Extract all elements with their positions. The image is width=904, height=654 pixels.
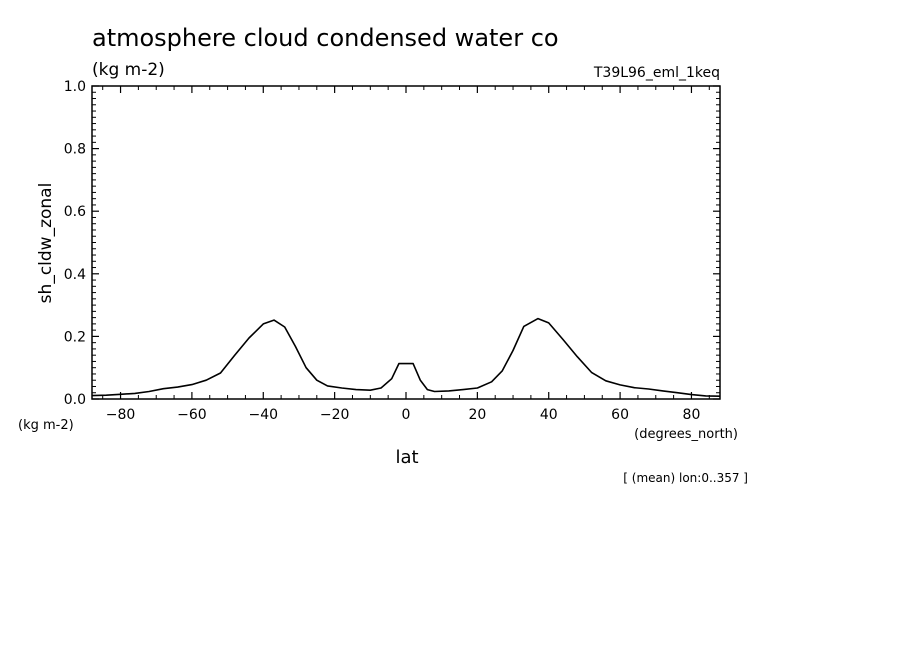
series-line-sh-cldw-zonal xyxy=(91,317,721,397)
x-axis-units: (degrees_north) xyxy=(634,427,738,442)
x-tick-label: −60 xyxy=(177,407,207,423)
tick-labels: −80 −60 −40 −20 0 20 40 60 80 0.0 0.2 0.4 0.6 0.8 1.0 xyxy=(64,79,701,423)
title-units: (kg m-2) xyxy=(92,60,165,80)
x-tick-label: −40 xyxy=(248,407,278,423)
chart-title: atmosphere cloud condensed water co xyxy=(92,24,559,52)
x-tick-label: 40 xyxy=(540,407,558,423)
y-tick-label: 0.0 xyxy=(64,392,86,408)
axis-ticks xyxy=(92,85,720,400)
x-tick-label: −20 xyxy=(320,407,350,423)
plot-frame xyxy=(91,85,721,400)
x-tick-label: −80 xyxy=(106,407,136,423)
y-axis-units: (kg m-2) xyxy=(18,418,74,433)
footnote: [ (mean) lon:0..357 ] xyxy=(623,471,748,485)
y-tick-label: 0.2 xyxy=(64,329,86,345)
y-axis-label: sh_cldw_zonal xyxy=(36,183,56,304)
x-tick-label: 60 xyxy=(611,407,629,423)
x-tick-label: 20 xyxy=(468,407,486,423)
y-tick-label: 0.6 xyxy=(64,204,86,220)
x-tick-label: 0 xyxy=(402,407,411,423)
y-tick-label: 0.8 xyxy=(64,142,86,158)
x-tick-label: 80 xyxy=(683,407,701,423)
x-axis-label: lat xyxy=(395,447,418,468)
experiment-label: T39L96_eml_1keq xyxy=(593,65,720,81)
y-tick-label: 0.4 xyxy=(64,267,86,283)
y-tick-label: 1.0 xyxy=(64,79,86,95)
